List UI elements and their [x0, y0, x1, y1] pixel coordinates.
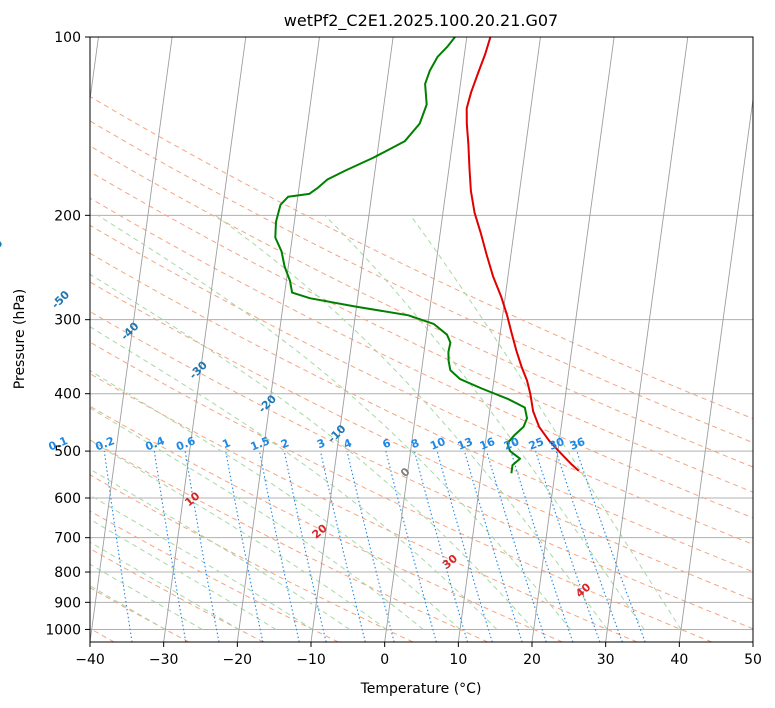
dry-adiabat-line: [90, 145, 753, 468]
isotherm-line: [90, 37, 173, 642]
moist-adiabat-line: [97, 214, 571, 630]
x-axis-title: Temperature (°C): [360, 681, 482, 697]
x-tick-label: 30: [597, 652, 615, 668]
moist-adiabat-line: [90, 541, 240, 630]
y-axis-title: Pressure (hPa): [12, 289, 28, 389]
mixing-ratio-line: [258, 450, 300, 642]
mixing-ratio-label: 13: [456, 435, 475, 453]
mixing-ratio-lines: [103, 450, 646, 642]
mixing-ratio-line: [463, 450, 523, 642]
plot-area: [90, 37, 753, 642]
x-tick-label: 50: [744, 652, 762, 668]
moist-adiabat-line: [90, 407, 424, 630]
mixing-ratio-line: [413, 450, 469, 642]
isotherm-line: [90, 37, 99, 103]
isotherm-line: [678, 95, 753, 642]
dry-adiabat-line: [90, 510, 339, 642]
dry-adiabat-line: [90, 373, 638, 642]
isotherm-line: [457, 37, 541, 642]
mixing-ratio-line: [319, 450, 366, 642]
dry-adiabat-line: [90, 95, 753, 420]
mixing-ratio-line: [486, 450, 547, 642]
mixing-ratio-label: 2: [279, 436, 291, 451]
y-tick-label: 900: [54, 595, 81, 611]
x-tick-label: −30: [149, 652, 179, 668]
isotherm-line: [236, 37, 320, 642]
isotherm-label: -60: [0, 236, 6, 259]
y-tick-label: 500: [54, 444, 81, 460]
y-tick-label: 100: [54, 30, 81, 46]
isotherm-line: [752, 638, 753, 642]
x-tick-label: 20: [523, 652, 541, 668]
dry-adiabat-line: [90, 311, 753, 630]
isotherm-line: [605, 37, 689, 642]
x-tick-label: −20: [223, 652, 253, 668]
mixing-ratio-label: 25: [527, 435, 546, 453]
x-tick-label: 0: [380, 652, 389, 668]
mixing-ratio-line: [510, 450, 574, 642]
x-tick-label: −10: [296, 652, 326, 668]
moist-adiabat-line: [90, 370, 461, 630]
y-tick-label: 400: [54, 387, 81, 403]
moist-adiabat-line: [90, 468, 350, 630]
isotherm-line: [310, 37, 394, 642]
mixing-ratio-line: [385, 450, 437, 642]
dry-adiabat-line: [90, 548, 264, 642]
y-tick-label: 800: [54, 565, 81, 581]
dewpoint-line: [274, 37, 528, 474]
moist-adiabat-line: [90, 494, 313, 630]
y-tick-label: 600: [54, 491, 81, 507]
y-tick-label: 700: [54, 531, 81, 547]
dry-adiabat-line: [90, 439, 488, 642]
moist-adiabat-line: [90, 326, 498, 630]
mixing-ratio-label: 20: [502, 435, 521, 453]
x-tick-label: −40: [75, 652, 105, 668]
mixing-ratio-line: [283, 450, 327, 642]
mixing-ratio-label: 30: [547, 435, 566, 453]
mixing-ratio-label: 3: [315, 436, 327, 451]
mixing-ratio-line: [225, 450, 264, 642]
moist-adiabat-line: [410, 215, 682, 630]
x-axis: −40 −30 −20 −10 0 10 20 30 40 50: [75, 642, 762, 668]
isotherms: [90, 37, 753, 642]
dry-adiabat-line: [90, 405, 563, 642]
isotherm-label: -50: [49, 288, 72, 311]
x-tick-label: 10: [449, 652, 467, 668]
dry-adiabat-line: [90, 197, 753, 519]
dry-adiabat-line: [90, 341, 712, 642]
mixing-ratio-label: 1: [220, 436, 232, 451]
moist-adiabat-line: [90, 563, 203, 630]
mixing-ratio-label: 10: [428, 435, 447, 453]
mixing-ratio-label: 36: [568, 435, 587, 453]
moist-adiabat-line: [90, 585, 166, 630]
mixing-ratio-label: 16: [478, 435, 497, 453]
plot-frame: [89, 36, 754, 643]
y-tick-label: 1000: [45, 622, 81, 638]
mixing-ratio-line: [535, 450, 601, 642]
chart-title: wetPf2_C2E1.2025.100.20.21.G07: [284, 11, 558, 31]
isotherm-line: [163, 37, 247, 642]
temperature-line: [465, 37, 580, 472]
isotherm-line: [531, 37, 615, 642]
mixing-ratio-line: [555, 450, 623, 642]
moist-adiabat-line: [90, 439, 387, 630]
moist-adiabat-line: [214, 214, 608, 630]
dry-adiabat-line: [90, 224, 753, 545]
y-tick-label: 200: [54, 208, 81, 224]
mixing-ratio-line: [576, 450, 646, 642]
mixing-ratio-line: [436, 450, 493, 642]
x-tick-label: 40: [670, 652, 688, 668]
sounding-series: [274, 37, 580, 474]
y-axis: 100 200 300 400 500 600 700 800 900 1000: [45, 30, 90, 638]
mixing-ratio-label: 8: [409, 436, 421, 451]
y-tick-label: 300: [54, 313, 81, 329]
isotherm-line: [384, 37, 468, 642]
